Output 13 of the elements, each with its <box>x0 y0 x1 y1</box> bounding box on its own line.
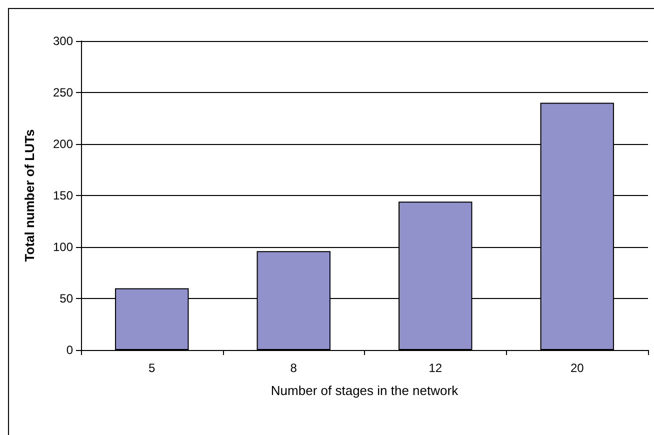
x-tick-label: 20 <box>570 361 584 375</box>
x-tick-label: 12 <box>428 361 442 375</box>
y-tick-label: 100 <box>52 240 74 254</box>
x-tick-label: 8 <box>290 361 298 375</box>
y-tick-label: 150 <box>52 188 74 202</box>
y-tick-label: 200 <box>52 137 74 151</box>
x-tick-label: 5 <box>148 361 156 375</box>
y-tick-label: 50 <box>60 292 74 306</box>
y-tick-label: 250 <box>52 86 74 100</box>
y-tick-label: 0 <box>66 343 74 357</box>
y-axis-title: Total number of LUTs <box>22 129 37 262</box>
x-axis-title: Number of stages in the network <box>270 383 459 398</box>
y-tick-label: 300 <box>52 34 74 48</box>
